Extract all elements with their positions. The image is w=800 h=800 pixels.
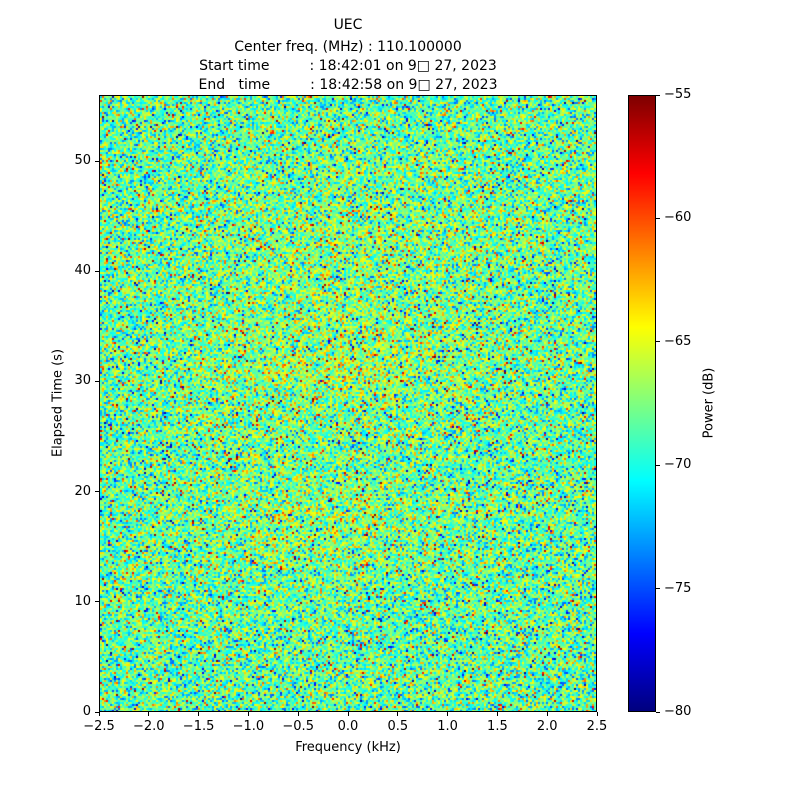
spectrogram-plot-area xyxy=(99,95,597,712)
x-tick-mark xyxy=(198,712,200,716)
colorbar-tick-mark xyxy=(656,711,660,713)
x-tick-mark xyxy=(347,712,349,716)
colorbar-tick-mark xyxy=(656,464,660,466)
x-axis-label: Frequency (kHz) xyxy=(295,740,401,755)
x-tick-label: 2.5 xyxy=(586,719,608,734)
x-tick-label: −1.0 xyxy=(232,719,265,734)
colorbar-tick-label: −65 xyxy=(664,333,692,349)
y-axis-label: Elapsed Time (s) xyxy=(50,348,66,458)
colorbar-gradient-canvas xyxy=(629,96,655,711)
y-tick-mark xyxy=(95,711,99,713)
colorbar-tick-mark xyxy=(656,588,660,590)
x-tick-mark xyxy=(98,712,100,716)
colorbar-tick-label: −55 xyxy=(664,87,692,102)
y-tick-label: 20 xyxy=(74,483,91,499)
colorbar-tick-label: −75 xyxy=(664,580,692,596)
x-tick-mark xyxy=(397,712,399,716)
colorbar-tick-mark xyxy=(656,94,660,96)
y-tick-mark xyxy=(95,160,99,162)
y-tick-label: 0 xyxy=(82,704,91,719)
x-tick-mark xyxy=(148,712,150,716)
y-tick-label: 50 xyxy=(74,153,91,169)
end-time-line: End time : 18:42:58 on 9□ 27, 2023 xyxy=(198,77,498,93)
x-tick-label: −1.5 xyxy=(182,719,215,734)
x-tick-label: −0.5 xyxy=(282,719,314,734)
y-tick-label: 40 xyxy=(74,263,91,279)
x-tick-label: −2.0 xyxy=(133,719,165,734)
x-tick-label: 1.0 xyxy=(437,719,458,734)
y-tick-label: 10 xyxy=(74,593,91,609)
x-tick-mark xyxy=(447,712,449,716)
x-tick-mark xyxy=(496,712,498,716)
x-tick-mark xyxy=(546,712,548,716)
x-tick-label: 1.5 xyxy=(487,719,508,734)
plot-title: UEC xyxy=(333,17,363,33)
x-tick-mark xyxy=(247,712,249,716)
x-tick-label: 0.0 xyxy=(337,719,359,734)
y-tick-mark xyxy=(95,380,99,382)
start-time-line: Start time : 18:42:01 on 9□ 27, 2023 xyxy=(199,58,497,74)
y-tick-mark xyxy=(95,491,99,493)
x-tick-label: 0.5 xyxy=(387,719,409,734)
y-tick-label: 30 xyxy=(74,373,91,389)
y-tick-mark xyxy=(95,270,99,272)
y-tick-mark xyxy=(95,601,99,603)
colorbar-tick-label: −70 xyxy=(664,457,692,473)
x-tick-mark xyxy=(297,712,299,716)
colorbar-tick-mark xyxy=(656,217,660,219)
x-tick-label: 2.0 xyxy=(536,719,558,734)
colorbar-tick-label: −80 xyxy=(664,704,692,719)
spectrogram-canvas xyxy=(100,96,596,711)
x-tick-mark xyxy=(596,712,598,716)
colorbar-tick-mark xyxy=(656,341,660,343)
center-freq-line: Center freq. (MHz) : 110.100000 xyxy=(234,39,462,55)
x-tick-label: −2.5 xyxy=(83,719,115,734)
colorbar-tick-label: −60 xyxy=(664,210,692,226)
colorbar-label: Power (dB) xyxy=(701,367,717,439)
colorbar xyxy=(628,95,656,712)
